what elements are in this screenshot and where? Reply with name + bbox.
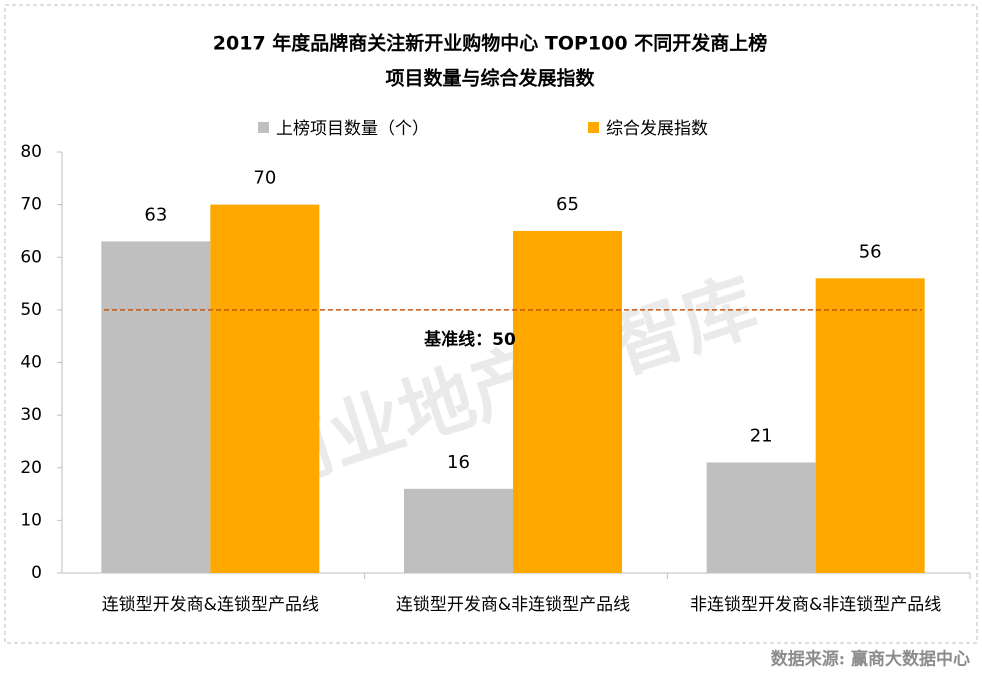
bar	[404, 488, 513, 573]
y-tick-label: 0	[31, 563, 42, 583]
bar	[101, 241, 211, 573]
chart-border	[4, 4, 978, 644]
reference-label: 基准线：50	[423, 329, 516, 350]
y-tick-label: 20	[20, 458, 42, 478]
value-label: 65	[556, 194, 579, 215]
value-label: 63	[144, 204, 167, 225]
legend-label: 上榜项目数量（个）	[276, 119, 429, 139]
value-label: 56	[859, 241, 882, 262]
value-label: 21	[750, 425, 773, 446]
bar	[513, 230, 622, 573]
x-tick-label: 非连锁型开发商&非连锁型产品线	[690, 595, 941, 615]
bar	[706, 462, 816, 573]
y-tick-label: 70	[20, 195, 42, 215]
source: 数据来源: 赢商大数据中心	[771, 649, 970, 670]
x-tick-label: 连锁型开发商&非连锁型产品线	[396, 595, 630, 615]
watermark: 商业地产云智库	[248, 263, 767, 505]
bar	[210, 204, 320, 573]
bar	[815, 278, 925, 573]
value-label: 16	[447, 452, 470, 473]
y-tick-label: 80	[20, 142, 42, 162]
y-tick-label: 30	[20, 405, 42, 425]
chart-title: 项目数量与综合发展指数	[385, 67, 595, 90]
x-tick-label: 连锁型开发商&连锁型产品线	[102, 595, 319, 615]
legend-swatch	[588, 122, 599, 133]
y-tick-label: 10	[20, 510, 42, 530]
chart-title: 2017 年度品牌商关注新开业购物中心 TOP100 不同开发商上榜	[213, 32, 767, 55]
value-label: 70	[253, 168, 276, 189]
y-tick-label: 50	[20, 300, 42, 320]
y-tick-label: 60	[20, 247, 42, 267]
legend-label: 综合发展指数	[606, 119, 708, 139]
legend-swatch	[258, 122, 269, 133]
y-tick-label: 40	[20, 353, 42, 373]
